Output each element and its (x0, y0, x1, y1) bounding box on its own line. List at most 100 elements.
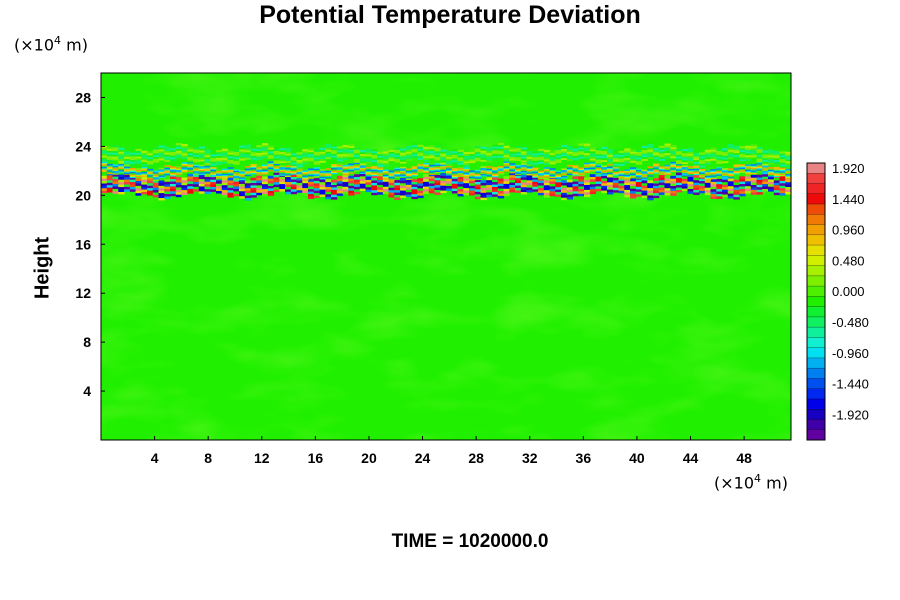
heatmap-cell (106, 175, 114, 178)
heatmap-cell (250, 164, 257, 166)
heatmap-cell (158, 187, 165, 191)
colorbar-label: -0.480 (832, 315, 869, 330)
heatmap-cell (152, 149, 160, 152)
heatmap-cell (526, 166, 533, 168)
heatmap-cell (239, 169, 246, 172)
heatmap-cell (647, 153, 654, 156)
heatmap-cell (589, 181, 597, 185)
heatmap-cell (106, 163, 114, 166)
heatmap-cell (262, 168, 269, 170)
heatmap-cell (198, 155, 206, 158)
heatmap-cell (382, 155, 390, 158)
heatmap-cell (336, 188, 344, 191)
heatmap-cell (515, 169, 522, 172)
heatmap-cell (480, 159, 487, 162)
heatmap-cell (331, 155, 338, 158)
heatmap-cell (124, 155, 131, 158)
heatmap-cell (653, 188, 660, 191)
heatmap-cell (532, 181, 539, 185)
heatmap-cell (515, 147, 522, 150)
heatmap-cell (670, 185, 677, 189)
heatmap-cell (354, 179, 361, 182)
heatmap-cell (618, 174, 625, 176)
heatmap-cell (244, 148, 252, 151)
heatmap-cell (681, 168, 689, 170)
heatmap-cell (572, 174, 579, 176)
heatmap-cell (193, 171, 200, 174)
heatmap-cell (244, 155, 252, 158)
heatmap-cell (750, 151, 758, 154)
heatmap-cell (106, 187, 114, 191)
heatmap-cell (308, 176, 315, 179)
heatmap-cell (262, 191, 269, 194)
heatmap-cell (118, 156, 125, 159)
heatmap-cell (469, 172, 476, 175)
heatmap-cell (716, 183, 723, 187)
heatmap-cell (124, 170, 131, 172)
heatmap-cell (101, 165, 108, 167)
heatmap-cell (710, 170, 717, 172)
heatmap-cell (181, 169, 188, 172)
heatmap-cell (664, 187, 671, 191)
heatmap-cell (785, 179, 792, 183)
heatmap-cell (187, 188, 194, 192)
heatmap-cell (279, 166, 286, 169)
heatmap-cell (394, 194, 401, 198)
heatmap-cell (273, 163, 280, 166)
heatmap-cell (331, 148, 338, 151)
heatmap-cell (221, 171, 229, 173)
heatmap-cell (693, 171, 700, 173)
heatmap-cell (687, 186, 694, 189)
heatmap-cell (676, 169, 683, 171)
heatmap-cell (216, 176, 223, 179)
heatmap-cell (210, 154, 217, 157)
heatmap-cell (354, 149, 361, 152)
heatmap-cell (221, 159, 229, 162)
chart-title: Potential Temperature Deviation (259, 1, 641, 29)
heatmap-cell (342, 165, 349, 167)
heatmap-cell (601, 148, 608, 151)
heatmap-cell (210, 159, 217, 162)
heatmap-cell (440, 164, 447, 167)
heatmap-cell (164, 154, 171, 157)
heatmap-cell (106, 184, 114, 188)
heatmap-cell (135, 161, 142, 164)
heatmap-cell (118, 168, 125, 171)
heatmap-cell (480, 192, 487, 196)
heatmap-cell (607, 179, 614, 183)
heatmap-cell (601, 165, 608, 168)
heatmap-cell (601, 180, 608, 184)
heatmap-cell (394, 176, 401, 178)
heatmap-cell (106, 154, 114, 157)
heatmap-cell (296, 172, 303, 175)
heatmap-cell (394, 171, 401, 173)
colorbar-segment (807, 193, 825, 205)
heatmap-cell (779, 162, 786, 165)
heatmap-cell (474, 146, 482, 149)
heatmap-cell (618, 185, 625, 189)
heatmap-cell (578, 154, 585, 157)
heatmap-cell (106, 170, 114, 172)
heatmap-cell (210, 179, 217, 183)
heatmap-cell (112, 158, 119, 161)
heatmap-cell (285, 169, 292, 171)
heatmap-cell (400, 161, 407, 164)
heatmap-cell (549, 169, 556, 171)
heatmap-cell (653, 168, 660, 170)
heatmap-cell (635, 153, 643, 156)
heatmap-cell (112, 191, 119, 194)
heatmap-cell (532, 173, 539, 176)
heatmap-cell (779, 192, 786, 196)
heatmap-cell (164, 171, 171, 173)
heatmap-cell (687, 155, 694, 158)
heatmap-cell (773, 187, 781, 191)
heatmap-cell (618, 183, 625, 186)
heatmap-cell (210, 163, 217, 166)
heatmap-cell (164, 173, 171, 176)
heatmap-cell (589, 179, 597, 182)
colorbar-frame (806, 162, 826, 441)
heatmap-cell (198, 172, 206, 174)
heatmap-cell (417, 146, 424, 149)
heatmap-cell (607, 160, 614, 163)
heatmap-cell (313, 190, 321, 194)
